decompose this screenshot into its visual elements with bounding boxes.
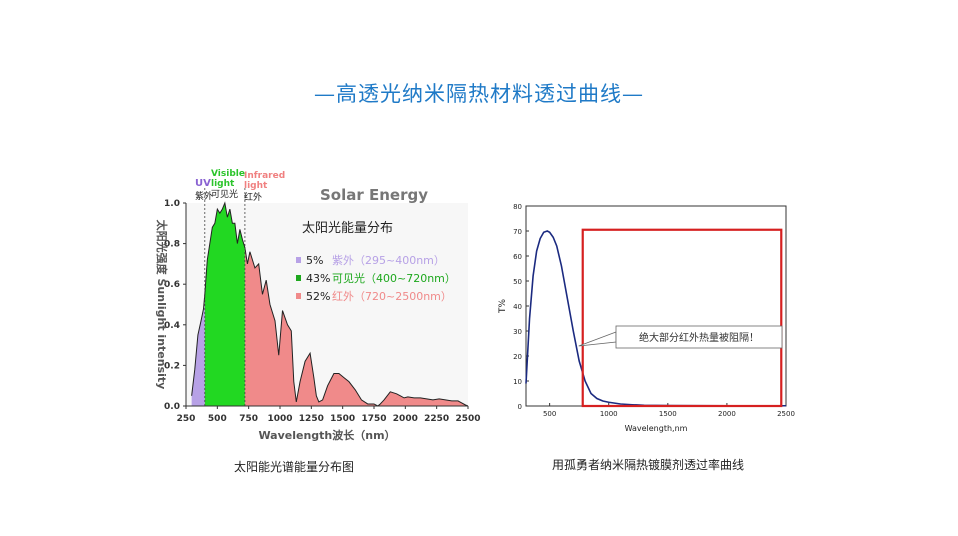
x-tick-label: 1500	[330, 414, 355, 424]
band-label-line: Visible	[211, 169, 245, 179]
band-label-line: Infrared	[244, 171, 285, 181]
legend-swatch	[296, 293, 301, 299]
x-tick-label: 750	[239, 414, 258, 424]
y-axis-label: T%	[498, 299, 508, 314]
infrared-highlight-box	[581, 228, 783, 408]
legend-percent: 52%	[306, 290, 330, 303]
x-tick-label: 1000	[267, 414, 292, 424]
band-label: Visible light	[211, 169, 245, 189]
y-tick-label: 10	[513, 378, 522, 386]
band-label-cn: 红外	[244, 191, 262, 203]
x-axis-label: Wavelength波长（nm）	[258, 428, 395, 442]
x-tick-label: 2250	[424, 414, 449, 424]
x-tick-label: 1250	[299, 414, 324, 424]
band-label: UV	[195, 178, 211, 189]
band-area-uv	[191, 294, 205, 406]
y-tick-label: 0.8	[164, 240, 180, 250]
y-tick-label: 20	[513, 353, 522, 361]
x-tick-label: 500	[208, 414, 227, 424]
y-tick-label: 50	[513, 278, 522, 286]
legend-percent: 43%	[306, 272, 330, 285]
y-axis-label: 太阳光强度 Sunlight intensity	[155, 219, 169, 390]
y-tick-label: 70	[513, 228, 522, 236]
caption-transmittance: 用孤勇者纳米隔热镀膜剂透过率曲线	[552, 458, 745, 472]
y-tick-label: 80	[513, 203, 522, 211]
y-tick-label: 0.0	[164, 402, 180, 412]
x-tick-label: 1000	[600, 410, 618, 418]
chart-title: 太阳光能量分布	[302, 221, 393, 236]
x-tick-label: 1500	[659, 410, 677, 418]
y-tick-label: 0.6	[164, 280, 180, 290]
legend-text: 可见光（400~720nm）	[332, 271, 456, 285]
caption-solar-spectrum: 太阳能光谱能量分布图	[234, 460, 355, 474]
annotation-text: 绝大部分红外热量被阻隔！	[639, 331, 759, 344]
y-tick-label: 1.0	[164, 199, 180, 209]
y-tick-label: 0	[518, 403, 522, 411]
x-tick-label: 250	[177, 414, 196, 424]
band-label-cn: 可见光	[211, 188, 238, 200]
x-tick-label: 2000	[718, 410, 736, 418]
y-tick-label: 40	[513, 303, 522, 311]
transmittance-curve	[525, 230, 786, 407]
y-tick-label: 0.2	[164, 361, 180, 371]
band-label-line: light	[211, 179, 235, 189]
page-title: —高透光纳米隔热材料透过曲线—	[314, 82, 644, 106]
y-tick-label: 30	[513, 328, 522, 336]
x-tick-label: 2500	[455, 414, 480, 424]
band-area-infrared-light	[244, 247, 468, 406]
annotation-box	[615, 325, 783, 349]
legend-text: 紫外（295~400nm）	[332, 254, 445, 267]
band-label-cn: 紫外	[195, 190, 213, 202]
transmittance-chart: 0 10 20 30 40 50 60 70 80 500 1000 1500 2000 2500 Wave…	[498, 203, 795, 433]
x-tick-label: 1750	[361, 414, 386, 424]
plot-frame	[525, 205, 787, 407]
band-label: Infrared light	[244, 171, 285, 191]
chart-heading: Solar Energy	[320, 186, 428, 204]
y-tick-label: 60	[513, 253, 522, 261]
x-tick-label: 2000	[393, 414, 418, 424]
band-label-line: light	[244, 181, 268, 191]
x-tick-label: 500	[543, 410, 556, 418]
spectrum-curve	[191, 201, 469, 407]
legend-text: 红外（720~2500nm）	[332, 290, 452, 303]
band-area-visible-light	[204, 203, 245, 406]
legend-percent: 5%	[306, 254, 323, 267]
legend-swatch	[296, 275, 301, 281]
x-axis-label: Wavelength,nm	[625, 424, 688, 433]
legend-swatch	[296, 257, 301, 263]
x-tick-label: 2500	[777, 410, 795, 418]
solar-spectrum-chart: 250 500 750 1000 1250 1500 1750 2000 2250 2500 0.0…	[155, 169, 481, 442]
y-tick-label: 0.4	[164, 321, 180, 331]
